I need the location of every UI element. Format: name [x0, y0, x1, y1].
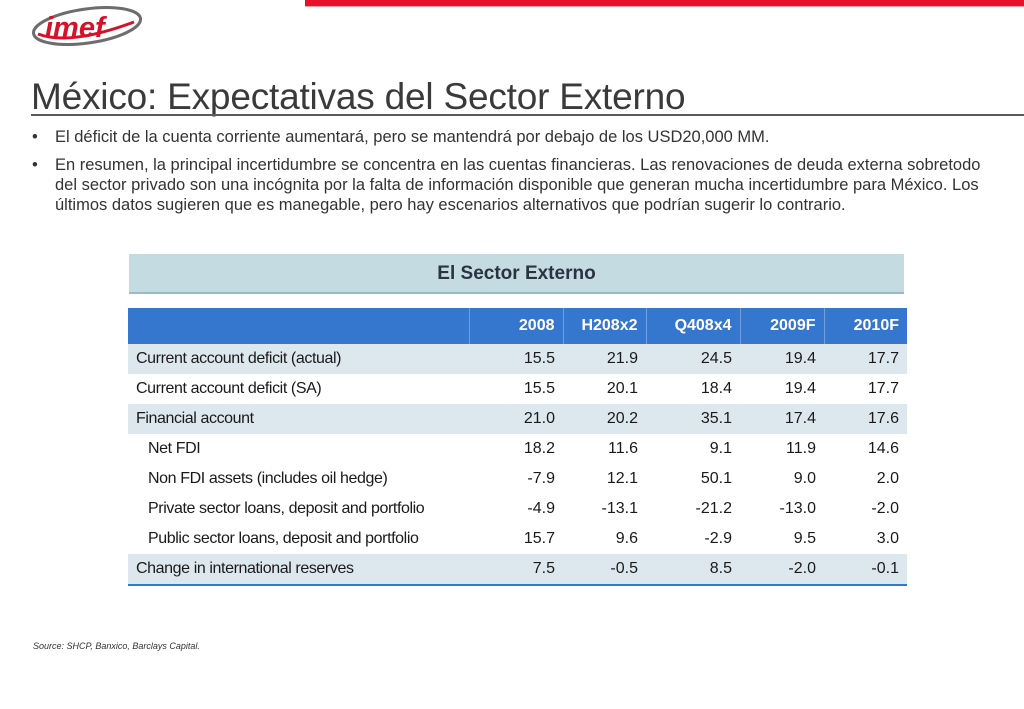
- row-label: Non FDI assets (includes oil hedge): [148, 470, 388, 487]
- table-row: Net FDI 18.2 11.6 9.1 11.9 14.6: [128, 434, 907, 464]
- table-cell: 11.6: [608, 440, 638, 457]
- table-cell: 17.7: [824, 344, 907, 374]
- table-row: Public sector loans, deposit and portfol…: [128, 524, 907, 554]
- table-cell: 15.5: [469, 344, 563, 374]
- logo-text: imef: [45, 12, 108, 44]
- table-cell: 12.1: [606, 470, 638, 487]
- table-cell: 17.4: [740, 404, 824, 434]
- table-cell: 18.4: [700, 380, 732, 397]
- row-label: Current account deficit (actual): [128, 344, 469, 374]
- table-cell: 11.9: [786, 440, 816, 457]
- row-label: Current account deficit (SA): [136, 380, 322, 397]
- row-label: Public sector loans, deposit and portfol…: [148, 530, 419, 547]
- table-section-title-rule: [129, 292, 904, 294]
- bullet-marker: •: [32, 128, 38, 146]
- table-cell: -13.1: [601, 500, 638, 517]
- table-cell: 9.0: [793, 470, 816, 487]
- table-cell: -4.9: [527, 500, 555, 517]
- table-cell: 2.0: [876, 470, 899, 487]
- page-title: México: Expectativas del Sector Externo: [31, 76, 686, 117]
- table-cell: 9.6: [615, 530, 638, 547]
- top-accent-line: [305, 6, 1024, 7]
- table-cell: -2.0: [871, 500, 899, 517]
- table-row: Current account deficit (actual) 15.5 21…: [128, 344, 907, 374]
- table-cell: 8.5: [646, 554, 740, 586]
- title-underline: [31, 114, 1024, 116]
- table-cell: 21.9: [563, 344, 646, 374]
- table-cell: 17.6: [824, 404, 907, 434]
- table-cell: 21.0: [469, 404, 563, 434]
- column-header: 2009F: [740, 308, 825, 344]
- table-cell: 19.4: [740, 344, 824, 374]
- table-cell: 35.1: [646, 404, 740, 434]
- row-label: Net FDI: [148, 440, 201, 457]
- column-header: 2010F: [824, 308, 907, 344]
- table-cell: -0.1: [824, 554, 907, 586]
- table-row: Non FDI assets (includes oil hedge) -7.9…: [128, 464, 907, 494]
- table-cell: 17.7: [867, 380, 899, 397]
- table-row: Private sector loans, deposit and portfo…: [128, 494, 907, 524]
- table-section-title: El Sector Externo: [129, 254, 904, 294]
- row-label: Private sector loans, deposit and portfo…: [148, 500, 425, 517]
- table-cell: 15.5: [523, 380, 555, 397]
- table-cell: -21.2: [695, 500, 732, 517]
- bullet-list: • El déficit de la cuenta corriente aume…: [32, 127, 1007, 223]
- table-cell: 15.7: [523, 530, 555, 547]
- imef-logo: imef: [31, 6, 143, 46]
- table-cell: 19.4: [784, 380, 816, 397]
- table-cell: 9.1: [709, 440, 732, 457]
- table-cell: -7.9: [527, 470, 555, 487]
- bullet-text: El déficit de la cuenta corriente aument…: [55, 128, 770, 146]
- table-cell: 18.2: [523, 440, 555, 457]
- table-cell: 14.6: [867, 440, 899, 457]
- table-row: Current account deficit (SA) 15.5 20.1 1…: [128, 374, 907, 404]
- table-cell: 3.0: [876, 530, 899, 547]
- table-cell: -13.0: [779, 500, 816, 517]
- bullet-text: En resumen, la principal incertidumbre s…: [55, 156, 981, 214]
- table-cell: 20.1: [606, 380, 638, 397]
- table-row: Financial account 21.0 20.2 35.1 17.4 17…: [128, 404, 907, 434]
- table-cell: 20.2: [563, 404, 646, 434]
- table-cell: 9.5: [793, 530, 816, 547]
- table-header-row: 2008 H208x2 Q408x4 2009F 2010F: [128, 308, 907, 344]
- column-header: H208x2: [563, 308, 647, 344]
- table-cell: -2.9: [704, 530, 732, 547]
- table-cell: 24.5: [646, 344, 740, 374]
- bullet-item: • El déficit de la cuenta corriente aume…: [32, 127, 1007, 147]
- bullet-item: • En resumen, la principal incertidumbre…: [32, 155, 1007, 215]
- table-cell: 50.1: [700, 470, 732, 487]
- source-note: Source: SHCP, Banxico, Barclays Capital.: [33, 641, 200, 651]
- column-header: Q408x4: [646, 308, 741, 344]
- bullet-marker: •: [32, 156, 38, 174]
- row-label: Financial account: [128, 404, 469, 434]
- table-cell: -2.0: [740, 554, 824, 586]
- column-header: [128, 308, 470, 344]
- row-label: Change in international reserves: [128, 554, 469, 586]
- top-accent-bar: [305, 0, 1024, 6]
- table-row: Change in international reserves 7.5 -0.…: [128, 554, 907, 586]
- table-cell: -0.5: [563, 554, 646, 586]
- table-cell: 7.5: [469, 554, 563, 586]
- external-sector-table: 2008 H208x2 Q408x4 2009F 2010F Current a…: [128, 308, 907, 586]
- column-header: 2008: [469, 308, 564, 344]
